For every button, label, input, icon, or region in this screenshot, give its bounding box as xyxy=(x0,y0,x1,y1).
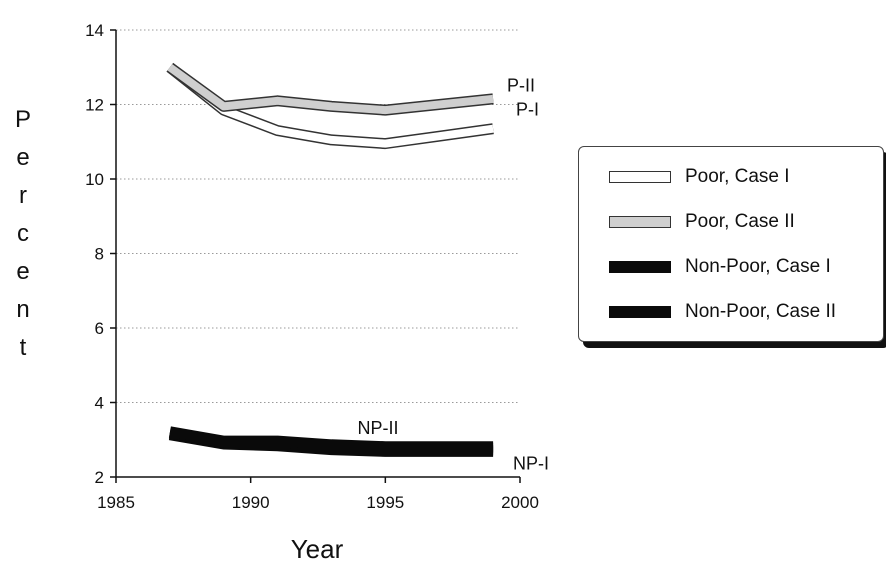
y-tick-label-2: 6 xyxy=(95,319,104,338)
x-tick-label-1: 1990 xyxy=(232,493,270,512)
axis-ticks: 2 4 6 8 10 12 14 1985 1990 1995 2000 xyxy=(85,21,539,512)
y-axis-title-letter: e xyxy=(16,144,30,171)
legend-label-0: Poor, Case I xyxy=(685,166,790,187)
series-label-2: NP-I xyxy=(513,454,549,474)
series-bands xyxy=(166,62,494,457)
legend-item-0: Poor, Case I xyxy=(609,164,790,190)
gridlines xyxy=(116,29,520,403)
series-label-1: P-II xyxy=(507,75,535,95)
y-axis-title-letter: t xyxy=(19,334,27,361)
y-axis-title-letter: P xyxy=(14,106,31,133)
x-tick-label-0: 1985 xyxy=(97,493,135,512)
x-tick-label-3: 2000 xyxy=(501,493,539,512)
legend-item-3: Non-Poor, Case II xyxy=(609,299,836,325)
legend-swatch-1 xyxy=(609,216,671,228)
x-tick-label-2: 1995 xyxy=(366,493,404,512)
legend-swatch-2 xyxy=(609,261,671,273)
series-line-1 xyxy=(167,64,494,115)
legend-swatch-3 xyxy=(609,306,671,318)
y-axis-title-letter: c xyxy=(17,220,29,247)
legend-swatch-0 xyxy=(609,171,671,183)
legend-label-3: Non-Poor, Case II xyxy=(685,301,837,322)
legend: Poor, Case I Poor, Case II Non-Poor, Case … xyxy=(578,146,884,342)
series-labels: P-I P-II NP-I NP-II xyxy=(357,75,549,473)
legend-label-1: Poor, Case II xyxy=(685,211,795,232)
y-tick-label-5: 12 xyxy=(85,96,104,115)
series-label-3: NP-II xyxy=(357,418,398,438)
y-tick-label-6: 14 xyxy=(85,21,104,40)
y-axis-title-letter: r xyxy=(19,182,27,209)
series-label-0: P-I xyxy=(516,100,539,120)
y-tick-label-0: 2 xyxy=(95,468,104,487)
series-line-3 xyxy=(169,427,494,452)
y-axis-title-letter: e xyxy=(16,258,30,285)
x-axis-title: Year xyxy=(291,534,344,563)
legend-item-2: Non-Poor, Case I xyxy=(609,254,831,280)
y-tick-label-4: 10 xyxy=(85,170,104,189)
y-axis-title-letter: n xyxy=(16,296,30,323)
y-tick-label-3: 8 xyxy=(95,245,104,264)
y-tick-label-1: 4 xyxy=(95,394,104,413)
legend-label-2: Non-Poor, Case I xyxy=(685,256,831,277)
legend-item-1: Poor, Case II xyxy=(609,209,795,235)
